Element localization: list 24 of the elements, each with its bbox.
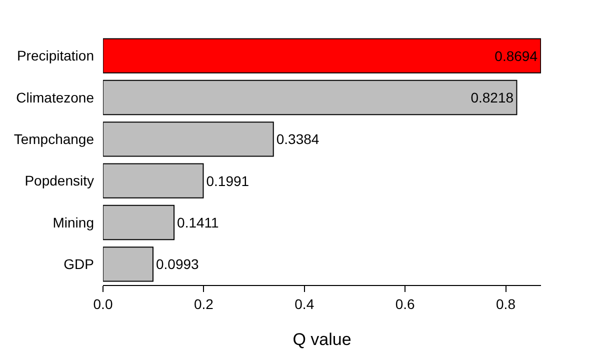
bar bbox=[103, 38, 541, 74]
data-label: 0.8218 bbox=[470, 90, 514, 106]
x-tick-label: 0.8 bbox=[496, 296, 516, 312]
bar bbox=[103, 246, 154, 282]
x-tick-label: 0.0 bbox=[93, 296, 113, 312]
y-tick-label: Climatezone bbox=[16, 89, 94, 106]
y-tick-label: Precipitation bbox=[16, 48, 94, 64]
x-axis-title: Q value bbox=[292, 330, 352, 350]
x-tick-label: 0.6 bbox=[395, 296, 416, 312]
bar bbox=[103, 163, 204, 198]
bar bbox=[103, 204, 175, 240]
data-label: 0.1991 bbox=[206, 172, 250, 189]
data-label: 0.0993 bbox=[156, 256, 200, 272]
y-tick-label: GDP bbox=[64, 256, 94, 272]
y-tick-label: Mining bbox=[52, 214, 94, 230]
y-tick-label: Popdensity bbox=[24, 172, 94, 189]
bar bbox=[103, 122, 274, 157]
data-label: 0.3384 bbox=[276, 131, 320, 148]
x-tick-label: 0.4 bbox=[294, 296, 314, 312]
bar bbox=[103, 80, 518, 116]
data-label: 0.1411 bbox=[177, 214, 220, 230]
data-label: 0.8694 bbox=[494, 48, 538, 64]
y-tick-label: Tempchange bbox=[14, 131, 94, 148]
x-tick-label: 0.2 bbox=[194, 296, 214, 312]
